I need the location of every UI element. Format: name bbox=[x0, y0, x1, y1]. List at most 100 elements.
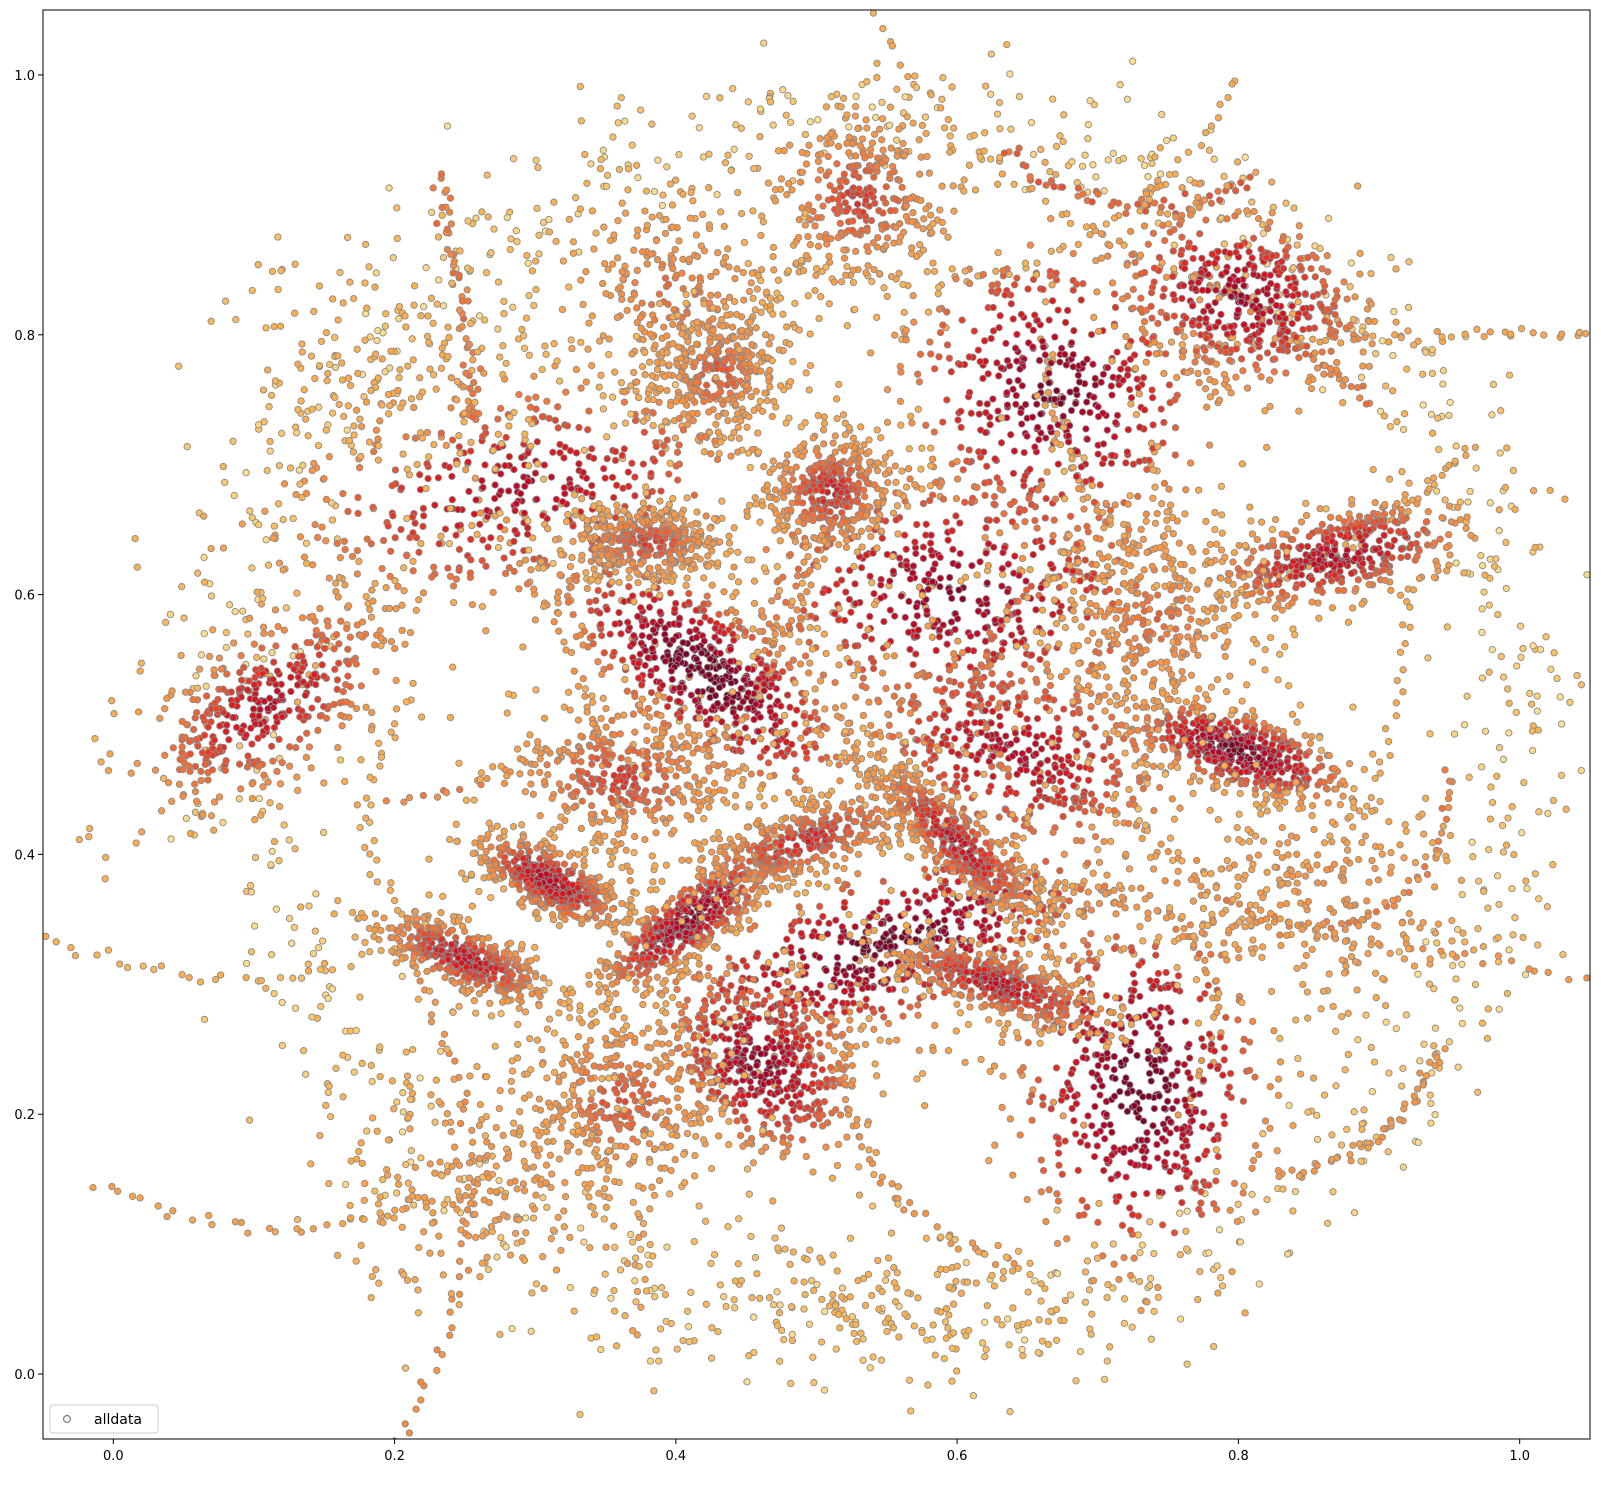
data-point bbox=[674, 343, 682, 351]
data-point bbox=[1294, 1054, 1302, 1063]
data-point bbox=[478, 476, 486, 485]
data-point bbox=[1110, 322, 1119, 330]
data-point bbox=[1021, 1336, 1029, 1344]
data-point bbox=[1148, 314, 1156, 322]
data-point bbox=[1508, 803, 1516, 811]
data-point bbox=[318, 937, 327, 945]
data-point bbox=[334, 593, 342, 601]
data-point bbox=[502, 1243, 510, 1251]
data-point bbox=[714, 412, 722, 421]
data-point bbox=[758, 348, 766, 357]
data-point bbox=[626, 877, 634, 885]
data-point bbox=[745, 413, 753, 421]
data-point bbox=[696, 387, 704, 396]
data-point bbox=[511, 507, 519, 515]
data-point bbox=[442, 441, 450, 450]
data-point bbox=[937, 104, 945, 112]
data-point bbox=[652, 237, 661, 245]
data-point bbox=[1534, 726, 1542, 734]
data-point bbox=[1033, 316, 1042, 325]
data-point bbox=[945, 354, 954, 362]
data-point bbox=[411, 434, 420, 442]
data-point bbox=[1066, 421, 1074, 430]
data-point bbox=[316, 965, 325, 974]
data-point bbox=[840, 246, 848, 254]
data-point bbox=[123, 963, 132, 972]
data-point bbox=[385, 184, 393, 192]
data-point bbox=[373, 631, 381, 639]
data-point bbox=[800, 1305, 808, 1313]
data-point bbox=[431, 501, 439, 509]
data-point bbox=[1432, 487, 1441, 495]
data-point bbox=[769, 243, 778, 252]
data-point bbox=[1189, 254, 1197, 263]
data-point bbox=[842, 207, 851, 215]
data-point bbox=[948, 83, 956, 91]
data-point bbox=[258, 644, 266, 652]
data-point bbox=[1517, 325, 1526, 333]
data-point bbox=[769, 1301, 778, 1309]
data-point bbox=[570, 667, 578, 675]
data-point bbox=[321, 644, 329, 653]
data-point bbox=[745, 353, 753, 361]
data-point bbox=[469, 356, 477, 364]
data-point bbox=[1264, 224, 1272, 233]
data-point bbox=[873, 162, 881, 171]
data-point bbox=[470, 510, 478, 518]
data-point bbox=[599, 392, 607, 400]
data-point bbox=[209, 626, 217, 634]
data-point bbox=[416, 471, 424, 479]
data-point bbox=[371, 579, 379, 588]
data-point bbox=[624, 468, 632, 476]
data-point bbox=[1234, 276, 1242, 285]
data-point bbox=[636, 106, 645, 114]
data-point bbox=[840, 170, 848, 178]
data-point bbox=[1066, 512, 1075, 520]
data-point bbox=[1293, 314, 1302, 322]
data-point bbox=[249, 705, 258, 713]
data-point bbox=[632, 161, 641, 169]
data-point bbox=[845, 123, 853, 131]
data-point bbox=[1289, 1207, 1297, 1215]
data-point bbox=[1164, 848, 1172, 856]
data-point bbox=[1021, 472, 1029, 480]
data-point bbox=[1350, 1108, 1358, 1116]
data-point bbox=[554, 424, 562, 432]
data-point bbox=[391, 466, 400, 474]
data-point bbox=[1395, 948, 1403, 956]
data-point bbox=[1528, 727, 1537, 735]
data-point bbox=[902, 212, 911, 221]
data-point bbox=[639, 336, 647, 344]
data-point bbox=[1181, 259, 1189, 267]
data-point bbox=[409, 567, 417, 575]
data-point bbox=[1349, 544, 1357, 552]
data-point bbox=[653, 365, 662, 374]
data-point bbox=[192, 735, 201, 744]
data-point bbox=[382, 797, 390, 805]
data-point bbox=[851, 168, 859, 176]
data-point bbox=[306, 639, 315, 647]
data-point bbox=[858, 135, 867, 143]
data-point bbox=[994, 180, 1002, 188]
data-point bbox=[479, 536, 487, 544]
data-point bbox=[1087, 330, 1096, 339]
data-point bbox=[975, 410, 983, 418]
data-point bbox=[522, 1214, 530, 1222]
data-point bbox=[1003, 401, 1012, 409]
data-point bbox=[1183, 1207, 1191, 1215]
data-point bbox=[1148, 159, 1156, 168]
data-point bbox=[752, 387, 760, 395]
data-point bbox=[1178, 183, 1186, 192]
data-point bbox=[517, 453, 526, 462]
data-point bbox=[1438, 471, 1446, 480]
data-point bbox=[1213, 894, 1222, 902]
data-point bbox=[700, 776, 708, 784]
data-point bbox=[1290, 204, 1298, 212]
data-point bbox=[391, 644, 399, 653]
data-point bbox=[1399, 425, 1408, 434]
data-point bbox=[782, 111, 790, 119]
data-point bbox=[308, 704, 316, 712]
data-point bbox=[316, 712, 324, 720]
data-point bbox=[601, 1270, 609, 1278]
data-point bbox=[397, 484, 406, 492]
